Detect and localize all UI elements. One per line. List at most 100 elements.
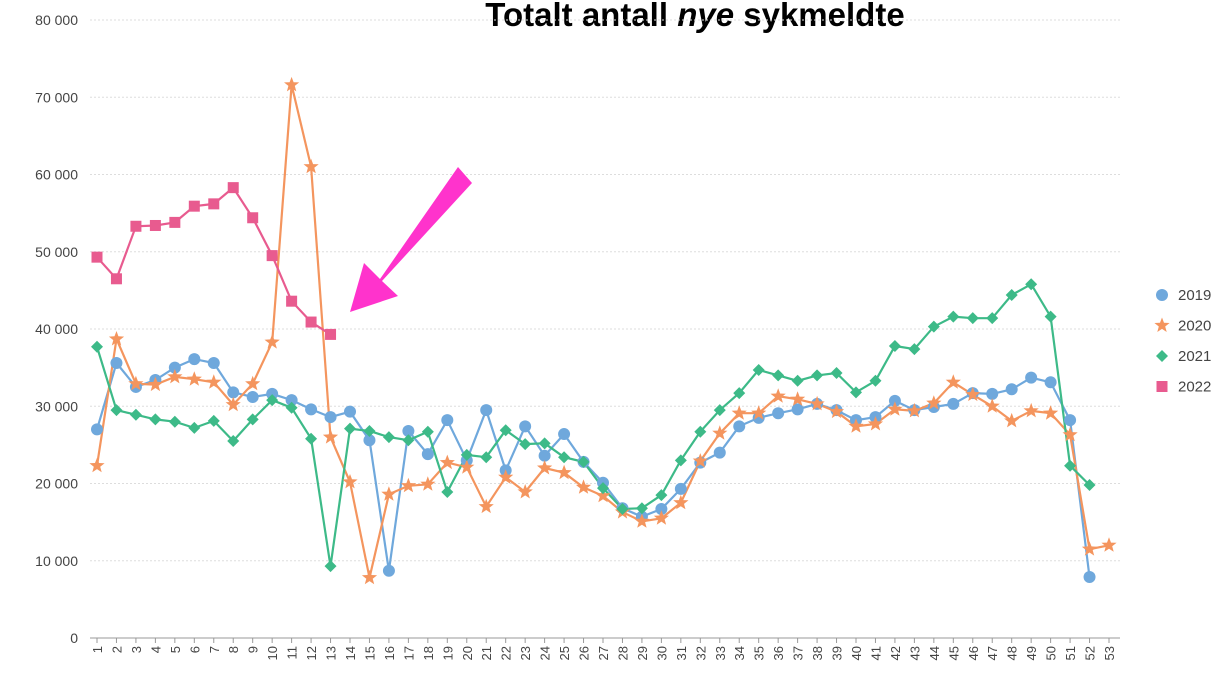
marker	[305, 316, 317, 328]
marker	[206, 374, 222, 389]
marker	[1043, 405, 1059, 420]
marker	[168, 415, 181, 428]
x-tick-label: 53	[1102, 646, 1117, 660]
x-tick-label: 32	[693, 646, 708, 660]
marker	[225, 396, 241, 412]
x-tick-label: 45	[946, 646, 961, 660]
x-tick-label: 16	[382, 646, 397, 660]
marker	[751, 405, 767, 420]
marker	[188, 200, 200, 212]
marker	[344, 422, 356, 435]
marker	[227, 182, 239, 194]
title-part: nye	[677, 0, 734, 33]
marker	[363, 434, 376, 447]
marker	[538, 437, 551, 450]
marker	[1004, 412, 1020, 428]
marker	[325, 328, 337, 340]
x-tick-label: 42	[888, 646, 903, 660]
x-tick-label: 21	[479, 646, 494, 660]
marker	[616, 502, 629, 515]
marker	[246, 413, 259, 426]
marker	[986, 312, 999, 325]
marker	[186, 371, 202, 386]
marker	[1044, 376, 1057, 389]
x-tick-label: 5	[168, 646, 183, 653]
marker	[945, 374, 961, 389]
marker	[694, 425, 707, 438]
marker	[1025, 278, 1038, 291]
marker	[1005, 383, 1018, 396]
marker	[558, 451, 571, 464]
title-part: Totalt antall	[485, 0, 668, 33]
axes: 0 10 000 20 000 30 000 40 000 50 000 60 000 70 …	[35, 12, 1120, 660]
x-tick-label: 20	[460, 646, 475, 660]
marker	[129, 408, 142, 421]
marker	[381, 486, 397, 501]
x-tick-label: 8	[226, 646, 241, 653]
x-tick-label: 44	[927, 646, 942, 660]
legend-label: 2019	[1178, 287, 1211, 304]
marker	[984, 398, 1000, 413]
marker	[595, 487, 611, 503]
marker	[828, 403, 845, 419]
marker	[110, 404, 123, 417]
marker	[1156, 289, 1168, 301]
marker	[772, 369, 785, 382]
marker	[906, 402, 922, 418]
marker	[867, 416, 884, 431]
marker	[634, 513, 650, 528]
marker	[108, 331, 125, 346]
marker	[324, 411, 337, 424]
x-tick-label: 39	[830, 646, 845, 660]
marker	[947, 397, 960, 410]
marker	[264, 334, 280, 349]
y-tick-label: 50 000	[35, 244, 78, 260]
marker	[692, 453, 708, 468]
marker	[1044, 310, 1057, 323]
marker	[322, 429, 339, 444]
marker	[888, 339, 901, 352]
marker	[441, 414, 454, 427]
marker	[91, 340, 103, 353]
marker	[538, 449, 551, 462]
x-tick-label: 13	[324, 646, 339, 660]
marker	[653, 510, 669, 525]
marker	[188, 421, 201, 434]
marker	[247, 212, 259, 224]
marker	[655, 502, 668, 515]
x-tick-label: 46	[966, 646, 981, 660]
x-tick-label: 26	[577, 646, 592, 660]
marker	[421, 425, 434, 438]
marker	[382, 431, 395, 444]
x-tick-label: 48	[1005, 646, 1020, 660]
y-tick-label: 40 000	[35, 321, 78, 337]
marker	[110, 356, 123, 369]
marker	[344, 405, 356, 418]
marker	[517, 484, 533, 499]
marker	[577, 455, 590, 468]
marker	[361, 569, 378, 585]
marker	[266, 387, 279, 400]
x-tick-label: 40	[849, 646, 864, 660]
title-part: sykmeldte	[743, 0, 904, 33]
marker	[1025, 371, 1038, 384]
marker	[91, 251, 103, 263]
marker	[811, 369, 824, 382]
marker	[207, 356, 220, 369]
x-tick-label: 18	[421, 646, 436, 660]
marker	[713, 446, 726, 459]
y-tick-label: 30 000	[35, 398, 78, 414]
marker	[733, 420, 746, 433]
marker	[1083, 479, 1096, 492]
marker	[149, 413, 162, 426]
marker	[400, 477, 416, 493]
legend-label: 2021	[1178, 348, 1211, 365]
marker	[459, 459, 475, 474]
marker	[927, 320, 940, 333]
x-tick-label: 51	[1063, 646, 1078, 660]
marker	[733, 387, 746, 400]
marker	[286, 295, 298, 307]
x-tick-label: 37	[791, 646, 806, 660]
x-tick-label: 12	[304, 646, 319, 660]
